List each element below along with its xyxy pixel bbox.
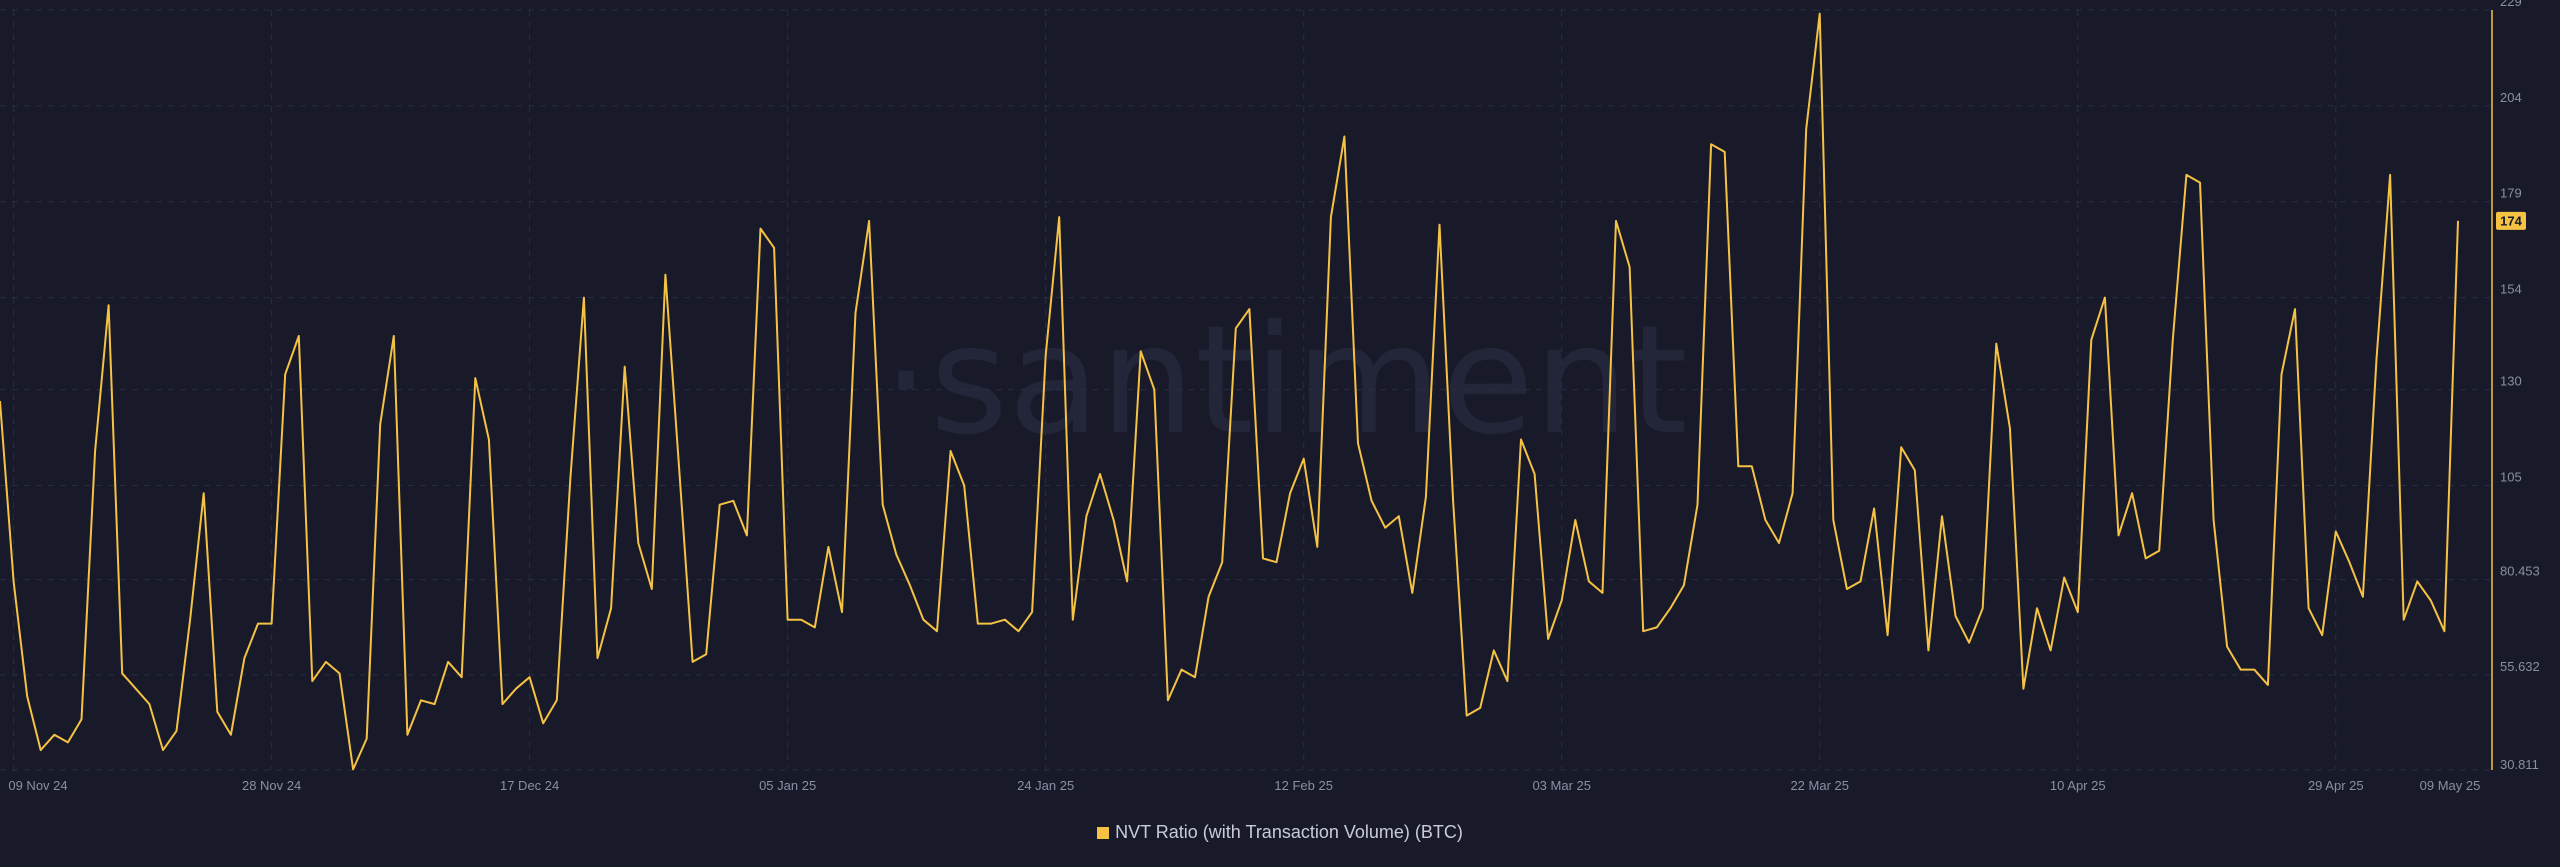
x-tick-label: 17 Dec 24 [500, 778, 559, 793]
last-value-badge-bg [2496, 211, 2526, 230]
y-tick-label: 105 [2500, 470, 2522, 485]
nvt-series-line [0, 12, 2459, 771]
x-tick-label: 05 Jan 25 [759, 778, 816, 793]
x-tick-label: 24 Jan 25 [1017, 778, 1074, 793]
grid [0, 9, 2492, 771]
legend: NVT Ratio (with Transaction Volume) (BTC… [0, 822, 2560, 843]
x-tick-label: 09 Nov 24 [8, 778, 67, 793]
x-tick-label: 28 Nov 24 [242, 778, 301, 793]
y-tick-label: 179 [2500, 186, 2522, 201]
x-axis-ticks: 09 Nov 24 28 Nov 24 17 Dec 24 05 Jan 25 24 J… [8, 778, 2480, 793]
x-tick-label: 09 May 25 [2420, 778, 2481, 793]
y-tick-label: 30.811 [2500, 757, 2539, 772]
x-tick-label: 12 Feb 25 [1274, 778, 1333, 793]
y-tick-label: 55.632 [2500, 659, 2540, 674]
y-tick-label: 154 [2500, 282, 2522, 297]
legend-label: NVT Ratio (with Transaction Volume) (BTC… [1115, 822, 1463, 842]
y-tick-label: 229 [2500, 0, 2522, 9]
y-tick-label: 130 [2500, 374, 2522, 389]
last-value-badge-text: 174 [2500, 213, 2522, 228]
x-tick-label: 03 Mar 25 [1532, 778, 1591, 793]
santiment-watermark: ·santiment [882, 294, 1688, 468]
y-tick-label: 204 [2500, 90, 2522, 105]
y-axis-ticks: 30.811 55.632 80.453 105 130 154 179 204 229 [2500, 0, 2540, 772]
legend-swatch [1097, 827, 1110, 839]
x-tick-label: 29 Apr 25 [2308, 778, 2364, 793]
y-tick-label: 80.453 [2500, 564, 2540, 579]
x-tick-label: 22 Mar 25 [1790, 778, 1849, 793]
x-tick-label: 10 Apr 25 [2050, 778, 2106, 793]
last-value-badge: 174 [2496, 211, 2526, 230]
